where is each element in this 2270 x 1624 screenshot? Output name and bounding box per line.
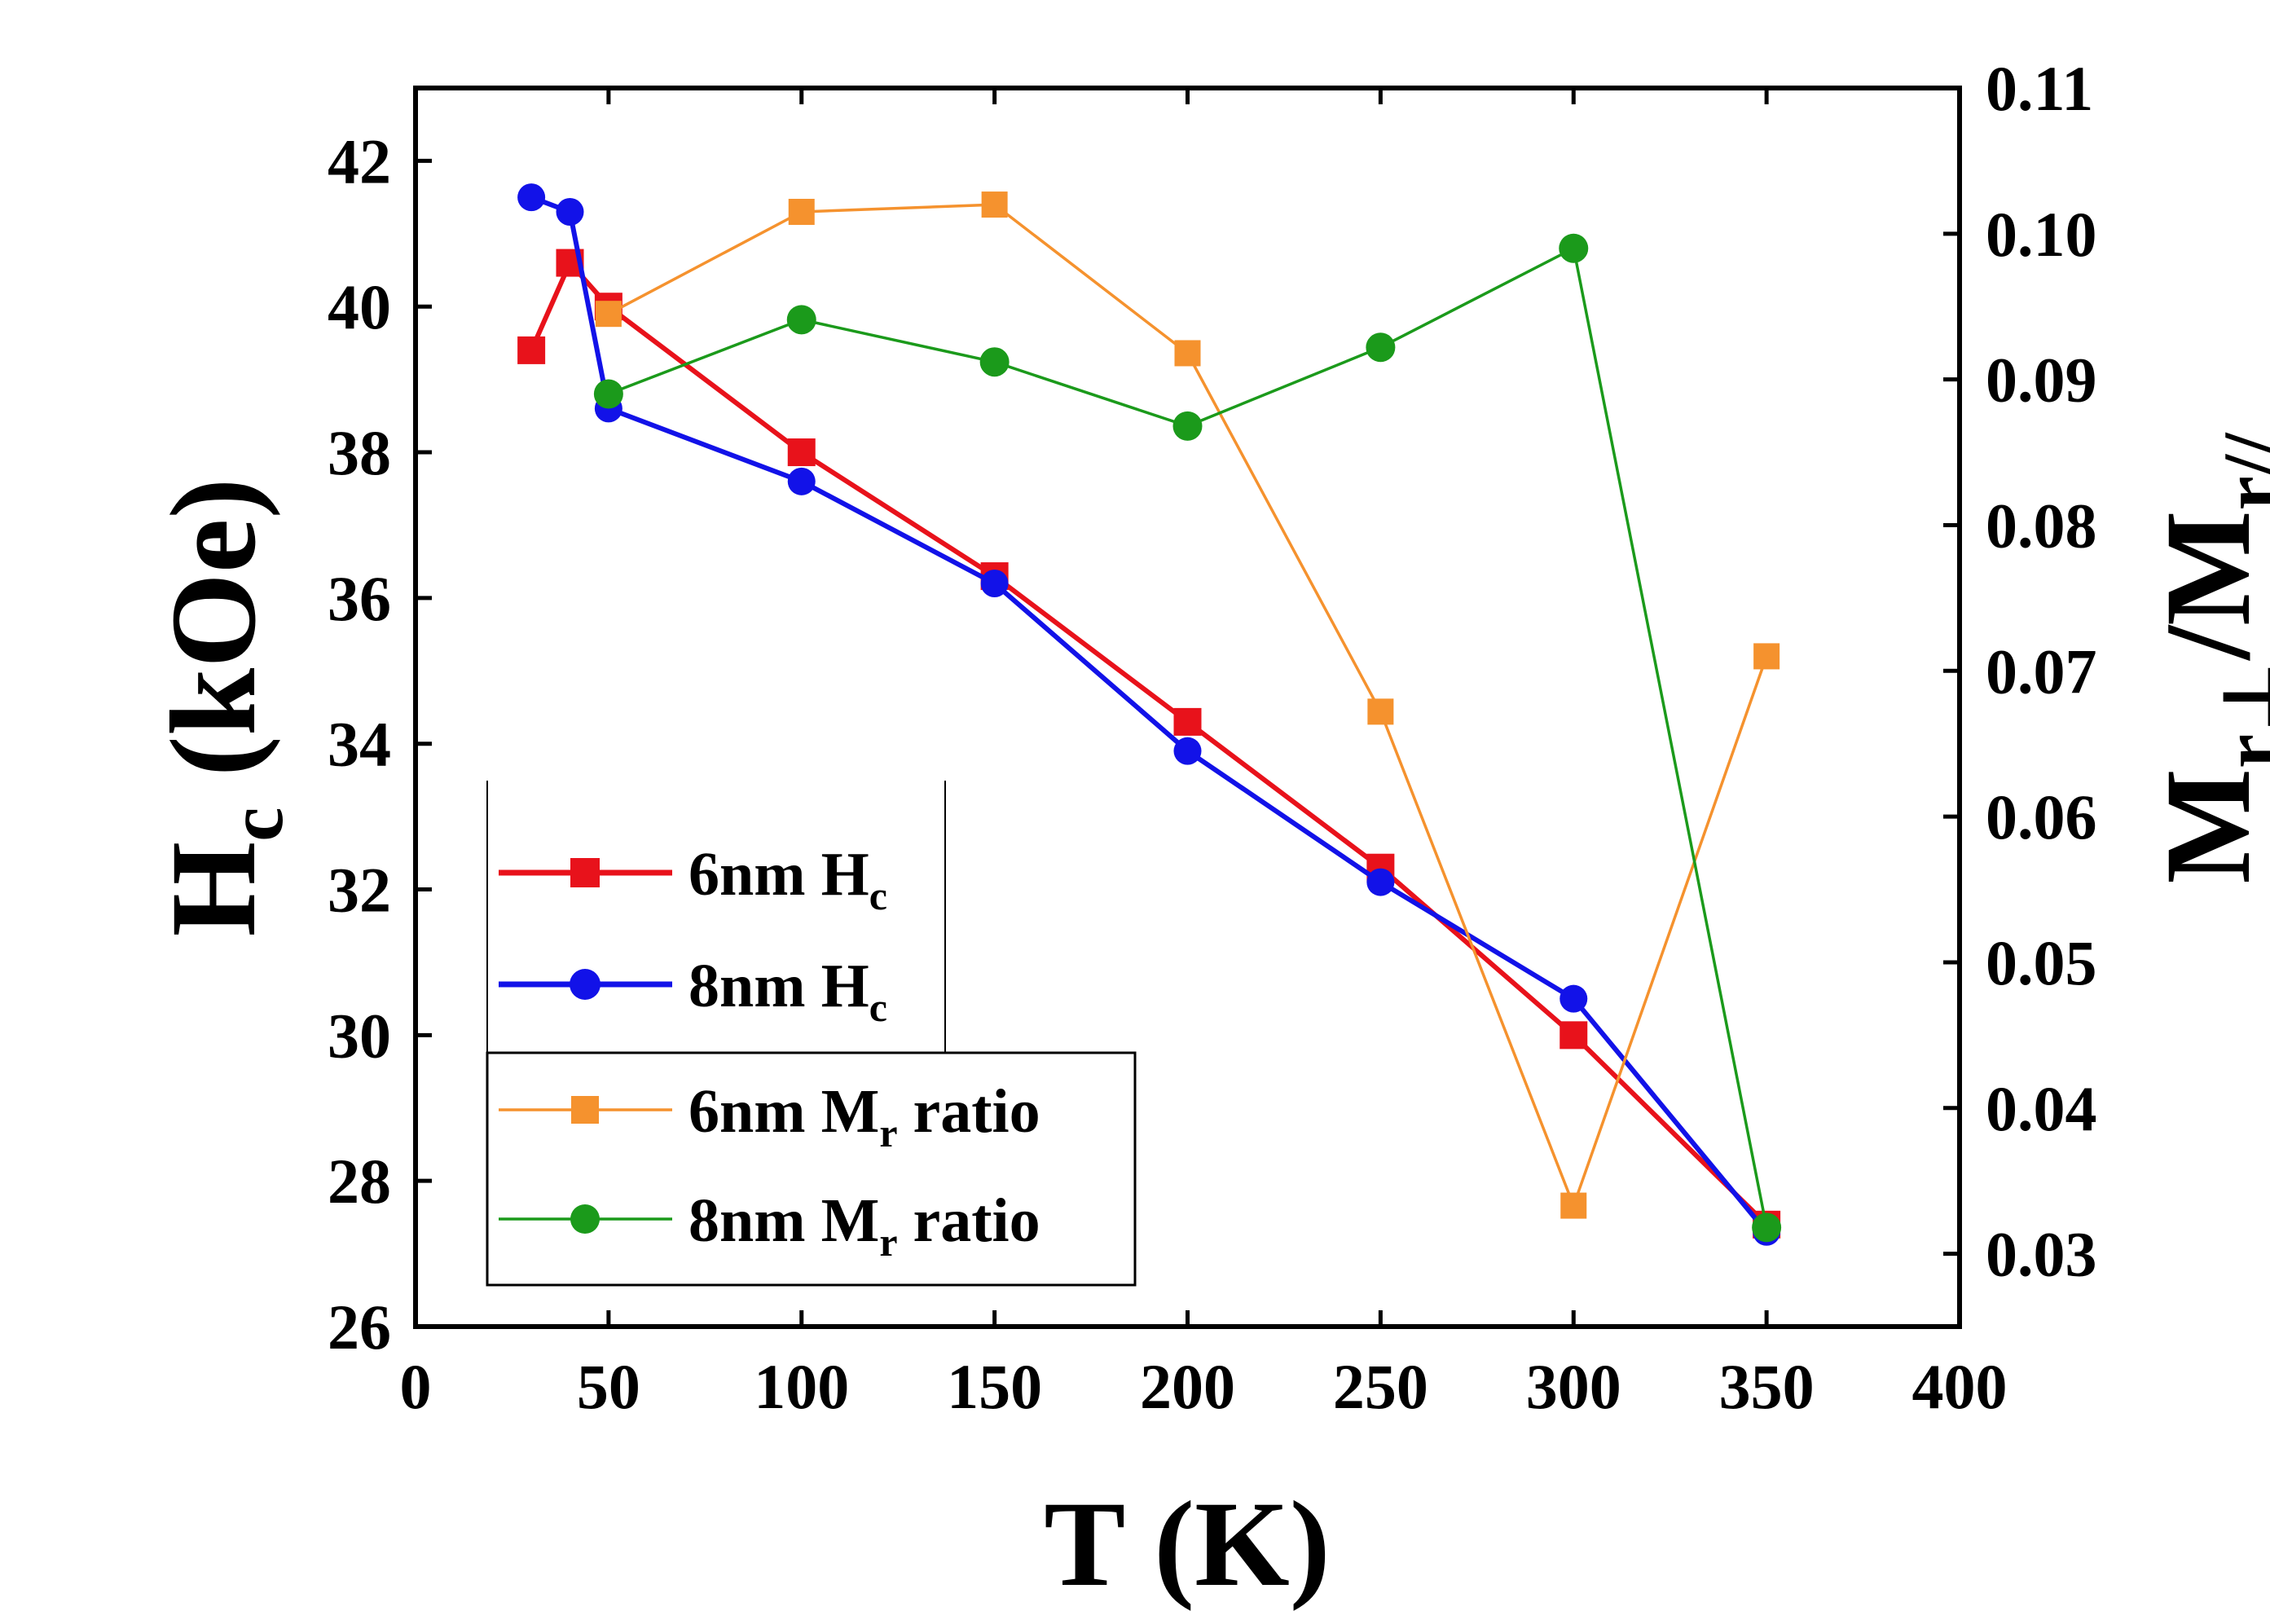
data-point — [593, 379, 623, 409]
data-point — [1560, 984, 1588, 1013]
right-axis-title-s2: r// — [2207, 432, 2270, 511]
data-point — [980, 570, 1009, 597]
y-left-tick-label: 36 — [328, 563, 391, 634]
data-point — [981, 191, 1008, 218]
legend-8nm-mr-label-sub: r — [879, 1219, 897, 1265]
data-point — [1559, 233, 1589, 263]
data-point — [1367, 698, 1394, 725]
y-left-tick-label: 32 — [328, 855, 391, 926]
legend-mr: 6nm Mr ratio 8nm Mr ratio — [486, 1051, 1137, 1287]
legend-8nm-hc-label-main: 8nm H — [688, 952, 869, 1020]
legend-mr-box — [486, 1051, 1137, 1287]
data-point — [1752, 1212, 1782, 1243]
legend-8nm-mr-marker — [570, 1204, 600, 1234]
left-axis-title: Hc (kOe) — [146, 478, 299, 937]
data-point — [1173, 737, 1202, 765]
right-axis-title-p1: M — [2140, 768, 2270, 884]
legend-8nm-hc-label: 8nm Hc — [688, 952, 887, 1030]
legend-6nm-hc-label-main: 6nm H — [688, 840, 869, 909]
data-point — [595, 301, 622, 328]
y-left-tick-label: 40 — [328, 271, 391, 342]
plot-frame — [413, 86, 1962, 1329]
series-8nm-m-r-ratio — [593, 233, 1782, 1243]
legend-6nm-hc-marker — [570, 858, 600, 887]
right-axis-title-s1: r⊥ — [2207, 660, 2270, 768]
legend-6nm-mr-label: 6nm Mr ratio — [688, 1077, 1040, 1155]
legend-8nm-mr-label-main: 8nm M — [688, 1186, 879, 1255]
y-right-tick-label: 0.09 — [1986, 345, 2097, 416]
data-point — [1366, 332, 1396, 363]
data-point — [788, 199, 815, 225]
data-point — [1173, 707, 1202, 736]
legend-6nm-hc-label: 6nm Hc — [688, 840, 887, 918]
x-tick-label: 50 — [577, 1351, 640, 1422]
series-6nm-m-r-ratio — [595, 191, 1780, 1219]
data-point — [556, 198, 584, 226]
y-right-tick-label: 0.03 — [1986, 1219, 2097, 1290]
y-right-tick-label: 0.06 — [1986, 781, 2097, 852]
x-tick-label: 250 — [1333, 1351, 1428, 1422]
x-tick-label: 200 — [1140, 1351, 1235, 1422]
data-point — [517, 183, 546, 212]
legend-8nm-hc-marker — [570, 969, 600, 1000]
legend-8nm-hc-label-sub: c — [869, 984, 887, 1030]
y-left-tick-label: 28 — [328, 1146, 391, 1217]
legend-6nm-mr-label-rest: ratio — [898, 1077, 1040, 1146]
data-point — [1560, 1192, 1587, 1219]
y-right-tick-label: 0.08 — [1986, 490, 2097, 561]
x-tick-label: 300 — [1526, 1351, 1621, 1422]
y-right-tick-label: 0.07 — [1986, 636, 2097, 706]
data-point — [1753, 643, 1780, 670]
data-point — [979, 347, 1010, 377]
legend-hc: 6nm Hc 8nm Hc — [486, 781, 946, 1053]
data-point — [1560, 1021, 1588, 1050]
data-point — [1172, 411, 1203, 441]
y-left-tick-label: 26 — [328, 1292, 391, 1362]
data-point — [787, 438, 816, 467]
data-point — [517, 336, 546, 364]
legend-6nm-hc-label-sub: c — [869, 873, 887, 918]
left-axis-title-sub: c — [213, 808, 299, 842]
legend-6nm-mr-marker — [571, 1096, 599, 1124]
data-point — [787, 467, 816, 495]
x-tick-label: 400 — [1912, 1351, 2008, 1422]
series-layer — [517, 183, 1782, 1246]
x-tick-label: 150 — [947, 1351, 1042, 1422]
legend-8nm-mr-label: 8nm Mr ratio — [688, 1186, 1040, 1265]
y-right-tick-label: 0.04 — [1986, 1073, 2097, 1144]
x-axis-title: T (K) — [1044, 1477, 1330, 1612]
left-axis-title-main: H — [146, 842, 281, 937]
legend-entry-8nm-hc: 8nm Hc — [499, 952, 887, 1030]
y-left-tick-label: 30 — [328, 1000, 391, 1071]
y-left-tick-label: 34 — [328, 709, 391, 780]
data-point — [1174, 340, 1201, 367]
legend-entry-6nm-mr: 6nm Mr ratio — [499, 1077, 1040, 1155]
x-tick-label: 100 — [754, 1351, 849, 1422]
x-tick-label: 0 — [400, 1351, 432, 1422]
tick-labels: 0 50 100 150 200 250 300 350 400 26 28 30 32 34 36 38 40… — [328, 53, 2097, 1422]
left-axis-title-rest: (kOe) — [146, 478, 281, 808]
y-right-tick-label: 0.10 — [1986, 199, 2097, 270]
data-point — [1366, 868, 1395, 896]
right-axis-title-p2: /M — [2140, 510, 2270, 661]
x-tick-label: 350 — [1719, 1351, 1815, 1422]
y-left-tick-label: 42 — [328, 125, 391, 196]
y-right-tick-label: 0.05 — [1986, 927, 2097, 998]
legend-entry-6nm-hc: 6nm Hc — [499, 840, 887, 918]
legend-6nm-mr-label-sub: r — [879, 1110, 897, 1155]
legend-8nm-mr-label-rest: ratio — [898, 1186, 1040, 1255]
y-right-tick-label: 0.11 — [1986, 53, 2093, 124]
data-point — [786, 305, 816, 335]
legend-6nm-mr-label-main: 6nm M — [688, 1077, 879, 1146]
y-left-tick-label: 38 — [328, 417, 391, 488]
legend-entry-8nm-mr: 8nm Mr ratio — [499, 1186, 1040, 1265]
right-axis-title: Mr⊥/Mr// — [2140, 432, 2270, 884]
